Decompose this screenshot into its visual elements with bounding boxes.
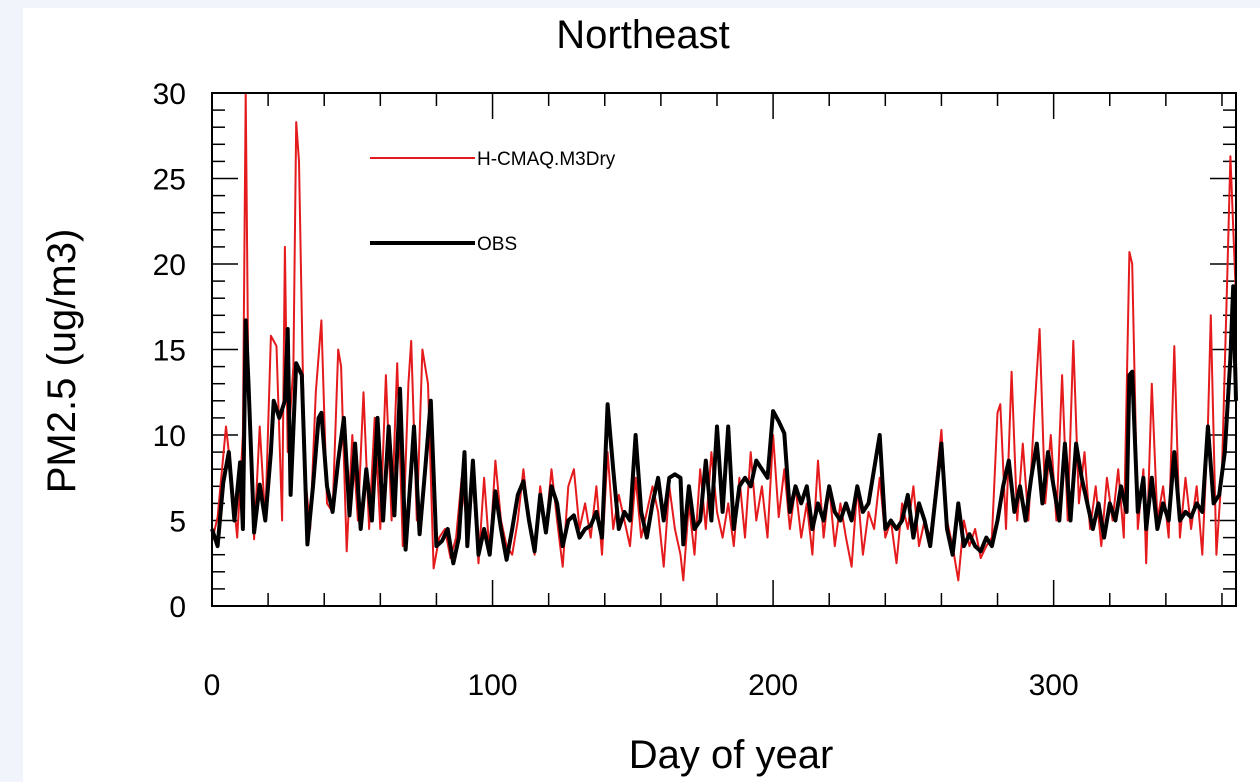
- legend-label: OBS: [477, 234, 517, 255]
- x-axis-label: Day of year: [629, 733, 834, 777]
- series-line-obs: [210, 284, 1238, 566]
- y-tick-label: 30: [153, 78, 186, 111]
- chart-title: Northeast: [556, 13, 729, 57]
- axis-ticks: 0 100 200 300 0 5 10 15 20 25 30: [153, 78, 1236, 702]
- y-tick-label: 15: [153, 335, 186, 368]
- x-tick-label: 300: [1029, 669, 1079, 702]
- chart-svg: Northeast PM2.5 (ug/m3) Day of year 0 100…: [40, 13, 1238, 777]
- y-tick-label: 20: [153, 249, 186, 282]
- plot-area-border: [211, 92, 1237, 607]
- legend-label: H-CMAQ.M3Dry: [477, 149, 616, 170]
- y-tick-label: 10: [153, 420, 186, 453]
- y-tick-label: 0: [169, 591, 186, 624]
- series-line-h-cmaq-m3dry: [211, 92, 1237, 582]
- y-tick-label: 5: [169, 506, 186, 539]
- legend: H-CMAQ.M3Dry OBS: [370, 149, 616, 255]
- chart-frame: Northeast PM2.5 (ug/m3) Day of year 0 100…: [23, 8, 1260, 782]
- x-tick-label: 0: [204, 669, 221, 702]
- series-group: [210, 92, 1238, 582]
- x-tick-label: 200: [748, 669, 798, 702]
- x-tick-label: 100: [468, 669, 518, 702]
- y-tick-label: 25: [153, 164, 186, 197]
- y-axis-label: PM2.5 (ug/m3): [40, 229, 84, 494]
